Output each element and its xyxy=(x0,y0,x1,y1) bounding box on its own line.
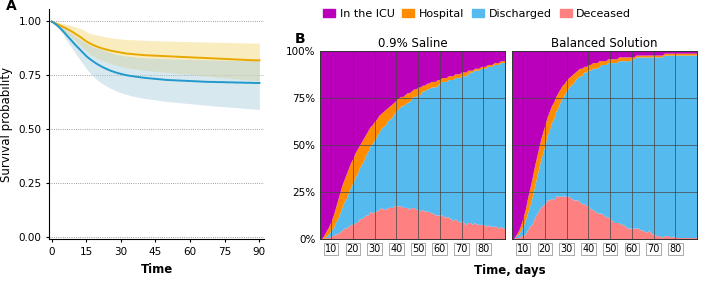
Legend: In the ICU, Hospital, Discharged, Deceased: In the ICU, Hospital, Discharged, Deceas… xyxy=(318,4,636,23)
Y-axis label: Survival probability: Survival probability xyxy=(0,66,13,182)
Text: A: A xyxy=(6,0,17,13)
Title: Balanced Solution: Balanced Solution xyxy=(551,37,658,50)
Text: B: B xyxy=(294,32,305,46)
X-axis label: Time: Time xyxy=(141,262,172,276)
Title: 0.9% Saline: 0.9% Saline xyxy=(378,37,448,50)
Text: Time, days: Time, days xyxy=(474,264,546,277)
